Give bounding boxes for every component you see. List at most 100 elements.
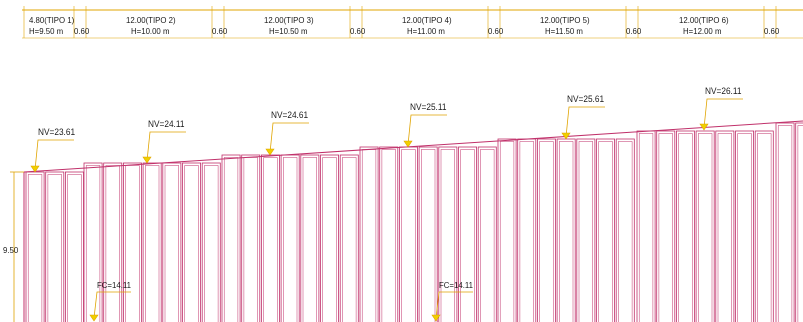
foundation-marker-icon	[89, 314, 99, 322]
wall-panel-inner	[401, 149, 416, 322]
wall-panel	[615, 138, 635, 322]
gap-label-1: 0.60	[74, 26, 90, 36]
wall-panel	[576, 138, 596, 322]
wall-panel	[517, 138, 537, 322]
segment-label-2: 12.00(TIPO 2)	[126, 15, 176, 25]
foundation-leader-line	[93, 291, 131, 319]
segment-label-3: 12.00(TIPO 3)	[264, 15, 314, 25]
wall-panel	[596, 138, 616, 322]
level-leader-line	[146, 131, 186, 162]
height-label-1: H=9.50 m	[29, 26, 64, 36]
foundation-label-2: FC=14.11	[439, 280, 473, 290]
wall-panel	[65, 171, 84, 322]
wall-panel-inner	[283, 157, 298, 322]
wall-panel	[123, 162, 142, 322]
foundation-marker-icon	[431, 314, 441, 322]
wall-panel	[241, 154, 261, 322]
wall-panel	[25, 171, 45, 322]
wall-panel-inner	[717, 133, 732, 322]
wall-panel	[695, 130, 715, 322]
wall-panel	[735, 130, 755, 322]
wall-panel	[142, 162, 162, 322]
wall-panel-inner	[85, 165, 101, 322]
level-marker-icon	[265, 148, 275, 156]
wall-panel	[201, 162, 221, 322]
wall-panel	[656, 130, 676, 322]
height-label-4: H=11.00 m	[407, 26, 445, 36]
level-marker-icon	[403, 140, 413, 148]
wall-panel	[775, 122, 795, 322]
height-label-3: H=10.50 m	[269, 26, 308, 36]
height-label-2: H=10.00 m	[131, 26, 170, 36]
wall-panel-inner	[598, 141, 613, 322]
wall-panel-inner	[539, 141, 554, 322]
wall-panel-inner	[480, 149, 495, 322]
wall-panel	[182, 162, 202, 322]
wall-panel-inner	[777, 125, 793, 322]
wall-panel	[438, 146, 458, 322]
wall-panel-inner	[737, 133, 752, 322]
segment-label-6: 12.00(TIPO 6)	[679, 15, 729, 25]
wall-panel	[280, 154, 300, 322]
wall-panel	[477, 146, 497, 322]
wall-panel-inner	[460, 149, 475, 322]
level-label-6: NV=26.11	[705, 86, 742, 96]
level-marker-icon	[30, 165, 40, 173]
wall-panel-inner	[223, 157, 239, 322]
level-label-1: NV=23.61	[38, 127, 76, 137]
wall-panel	[795, 122, 803, 322]
wall-panel	[103, 162, 123, 322]
level-leader-line	[703, 98, 743, 129]
level-label-4: NV=25.11	[410, 102, 447, 112]
foundation-leader-line	[435, 291, 473, 319]
wall-panel	[537, 138, 556, 322]
wall-panel	[45, 171, 65, 322]
level-leader-line	[269, 122, 309, 154]
wall-panel	[715, 130, 735, 322]
gap-label-5: 0.60	[626, 26, 642, 36]
wall-panel	[320, 154, 340, 322]
gap-label-4: 0.60	[488, 26, 504, 36]
level-marker-icon	[561, 132, 571, 140]
wall-panel-inner	[302, 157, 317, 322]
coping-line	[23, 120, 803, 173]
wall-panel-inner	[263, 157, 278, 322]
wall-panel	[162, 162, 182, 322]
gap-label-6: 0.60	[764, 26, 780, 36]
wall-panel-inner	[125, 165, 140, 322]
gap-label-2: 0.60	[212, 26, 228, 36]
wall-panel	[556, 138, 576, 322]
wall-panel-inner	[698, 133, 713, 322]
wall-panel-inner	[164, 165, 179, 322]
wall-panel	[754, 130, 774, 322]
wall-panel-inner	[184, 165, 199, 322]
wall-panel	[260, 154, 280, 322]
wall-panel	[636, 130, 656, 322]
wall-panel-inner	[145, 165, 160, 322]
wall-panel-inner	[519, 141, 534, 322]
level-leader-line	[407, 114, 447, 146]
height-label-5: H=11.50 m	[545, 26, 583, 36]
level-label-3: NV=24.61	[271, 110, 309, 120]
wall-panel-inner	[559, 141, 574, 322]
wall-panel	[458, 146, 478, 322]
wall-panel	[676, 130, 695, 322]
wall-panel-inner	[204, 165, 219, 322]
wall-panel-inner	[421, 149, 436, 322]
level-leader-line	[565, 106, 605, 138]
wall-panel	[497, 138, 517, 322]
wall-panel	[359, 146, 379, 322]
wall-panel-inner	[618, 141, 633, 322]
wall-panel-inner	[47, 174, 62, 322]
wall-panel	[221, 154, 241, 322]
wall-panel-inner	[658, 133, 673, 322]
wall-panel-inner	[440, 149, 455, 322]
wall-height-label: 9.50	[3, 245, 19, 255]
gap-label-3: 0.60	[350, 26, 366, 36]
segment-label-4: 12.00(TIPO 4)	[402, 15, 452, 25]
wall-panel	[379, 146, 399, 322]
level-label-5: NV=25.61	[567, 94, 605, 104]
segment-label-5: 12.00(TIPO 5)	[540, 15, 590, 25]
wall-panel	[300, 154, 320, 322]
wall-panel-inner	[342, 157, 357, 322]
